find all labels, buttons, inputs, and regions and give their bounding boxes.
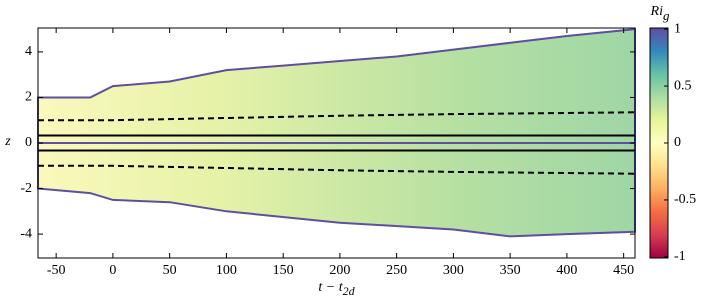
- colorbar-label-main: Ri: [650, 4, 664, 19]
- x-tick-label: 300: [443, 263, 464, 278]
- x-tick-label: 450: [613, 263, 634, 278]
- y-tick-label: 0: [25, 135, 32, 150]
- colorbar-label-sub: g: [663, 8, 670, 23]
- x-tick-label: 400: [556, 263, 577, 278]
- x-tick-label: 100: [216, 263, 237, 278]
- x-tick-label: 0: [109, 263, 116, 278]
- x-tick-label: 250: [386, 263, 407, 278]
- colorbar-tick-label: 0: [674, 135, 681, 150]
- x-tick-label: 150: [273, 263, 294, 278]
- x-axis-label-sub: 2d: [343, 284, 356, 298]
- y-tick-label: -2: [20, 181, 32, 196]
- colorbar-tick-label: 0.5: [674, 78, 692, 93]
- x-axis-label-main: t − t: [318, 280, 343, 295]
- x-tick-label: -50: [47, 263, 66, 278]
- x-tick-label: 350: [500, 263, 521, 278]
- y-tick-label: 4: [25, 44, 32, 59]
- dashed-line: [38, 164, 636, 175]
- y-tick-label: -4: [20, 226, 32, 241]
- field-area: [37, 27, 636, 144]
- colorbar-label: Rig: [650, 4, 670, 23]
- colorbar-tick-label: -1: [674, 249, 686, 264]
- colorbar-tick-label: 1: [674, 21, 681, 36]
- y-axis-label: z: [4, 134, 11, 149]
- field-area: [37, 142, 636, 238]
- dashed-line: [38, 111, 636, 122]
- y-tick-label: 2: [25, 90, 32, 105]
- colorbar-tick-label: -0.5: [674, 192, 696, 207]
- x-axis-label: t − t2d: [318, 280, 355, 298]
- x-tick-label: 50: [163, 263, 177, 278]
- x-tick-label: 200: [329, 263, 350, 278]
